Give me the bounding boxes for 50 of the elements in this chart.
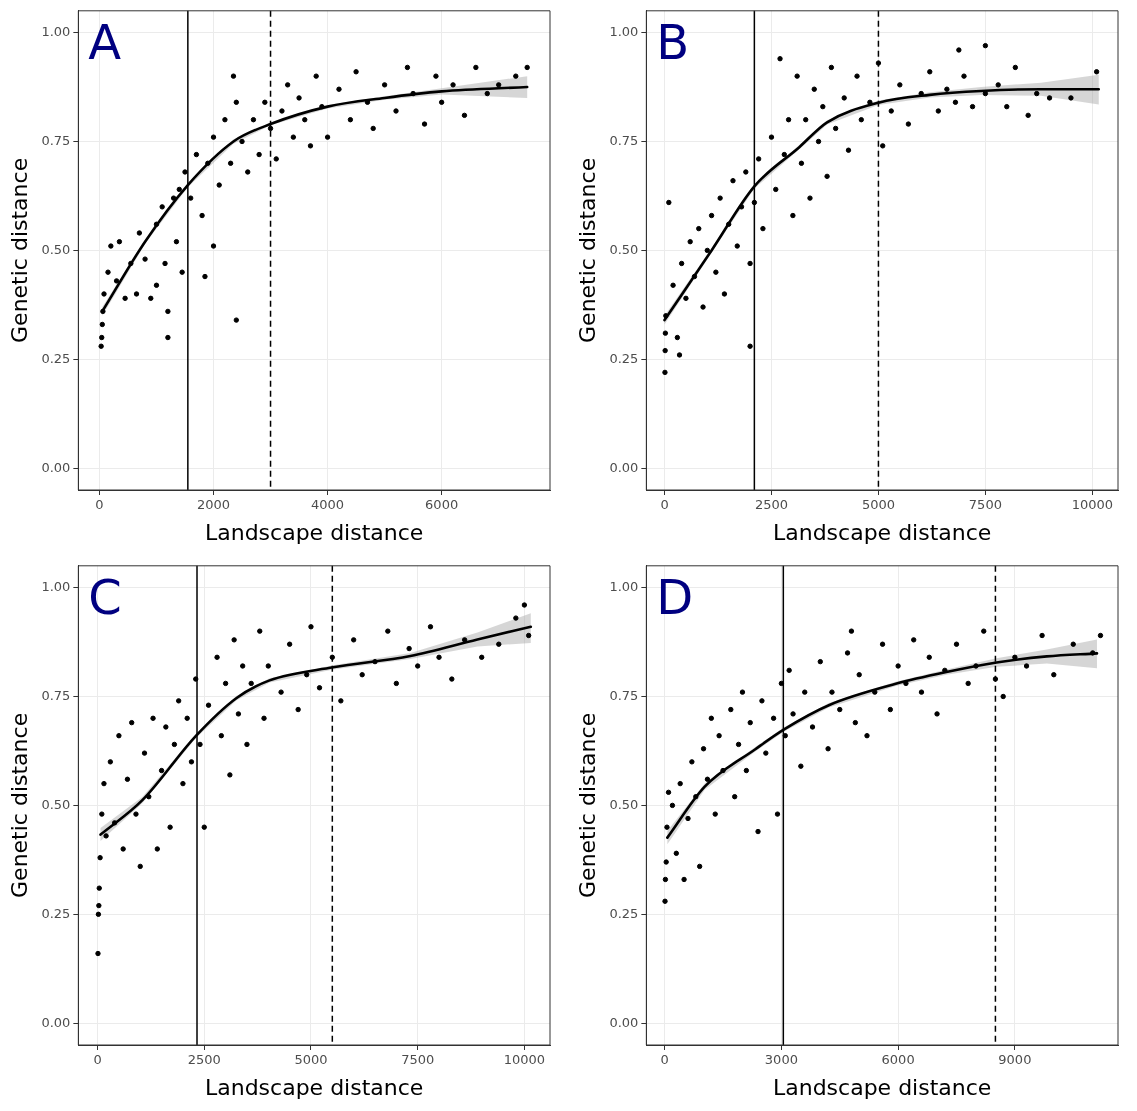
y-tick-label: 0.25 bbox=[609, 350, 639, 366]
x-tick-label: 3000 bbox=[764, 1052, 798, 1068]
x-axis-title: Landscape distance bbox=[772, 1074, 992, 1100]
x-axis-title: Landscape distance bbox=[204, 519, 424, 545]
x-tick-label: 0 bbox=[660, 497, 669, 513]
x-tick-label: 10000 bbox=[503, 1052, 546, 1068]
x-tick-label: 4000 bbox=[311, 497, 345, 513]
x-tick-label: 2500 bbox=[187, 1052, 221, 1068]
x-tick-label: 0 bbox=[660, 1052, 669, 1068]
x-tick-label: 6000 bbox=[425, 497, 459, 513]
y-tick-label: 0.25 bbox=[41, 350, 71, 366]
y-tick-label: 0.50 bbox=[41, 796, 71, 812]
y-tick-label: 0.75 bbox=[41, 132, 71, 148]
y-axis-title: Genetic distance bbox=[6, 157, 32, 343]
x-tick-label: 5000 bbox=[294, 1052, 328, 1068]
x-tick-label: 2500 bbox=[754, 497, 789, 513]
y-axis-title: Genetic distance bbox=[6, 712, 32, 898]
y-tick-label: 0.00 bbox=[609, 459, 639, 475]
x-tick-label: 9000 bbox=[998, 1052, 1032, 1068]
x-tick-label: 0 bbox=[93, 1052, 102, 1068]
y-tick-label: 0.50 bbox=[609, 796, 639, 812]
x-tick-label: 10000 bbox=[1071, 497, 1114, 513]
y-tick-label: 0.50 bbox=[41, 241, 71, 257]
annotation: A bbox=[88, 14, 122, 71]
y-tick-label: 1.00 bbox=[41, 23, 71, 39]
y-tick-label: 1.00 bbox=[609, 578, 639, 594]
y-axis-title: Genetic distance bbox=[574, 712, 600, 898]
x-tick-label: 2000 bbox=[196, 497, 231, 513]
y-tick-label: 0.00 bbox=[609, 1014, 639, 1030]
y-axis-title: Genetic distance bbox=[574, 157, 600, 343]
y-tick-label: 1.00 bbox=[609, 23, 639, 39]
y-tick-label: 1.00 bbox=[41, 578, 71, 594]
y-tick-label: 0.75 bbox=[41, 687, 71, 703]
annotation: C bbox=[88, 569, 122, 626]
y-tick-label: 0.25 bbox=[609, 905, 639, 921]
x-axis-title: Landscape distance bbox=[204, 1074, 424, 1100]
y-tick-label: 0.50 bbox=[609, 241, 639, 257]
annotation: D bbox=[656, 569, 694, 626]
x-tick-label: 0 bbox=[95, 497, 104, 513]
y-tick-label: 0.25 bbox=[41, 905, 71, 921]
x-axis-title: Landscape distance bbox=[772, 519, 992, 545]
y-tick-label: 0.00 bbox=[41, 459, 71, 475]
y-tick-label: 0.00 bbox=[41, 1014, 71, 1030]
x-tick-label: 5000 bbox=[861, 497, 895, 513]
y-tick-label: 0.75 bbox=[609, 132, 639, 148]
x-tick-label: 7500 bbox=[401, 1052, 435, 1068]
x-tick-label: 7500 bbox=[968, 497, 1002, 513]
y-tick-label: 0.75 bbox=[609, 687, 639, 703]
x-tick-label: 6000 bbox=[881, 1052, 915, 1068]
annotation: B bbox=[656, 14, 690, 71]
